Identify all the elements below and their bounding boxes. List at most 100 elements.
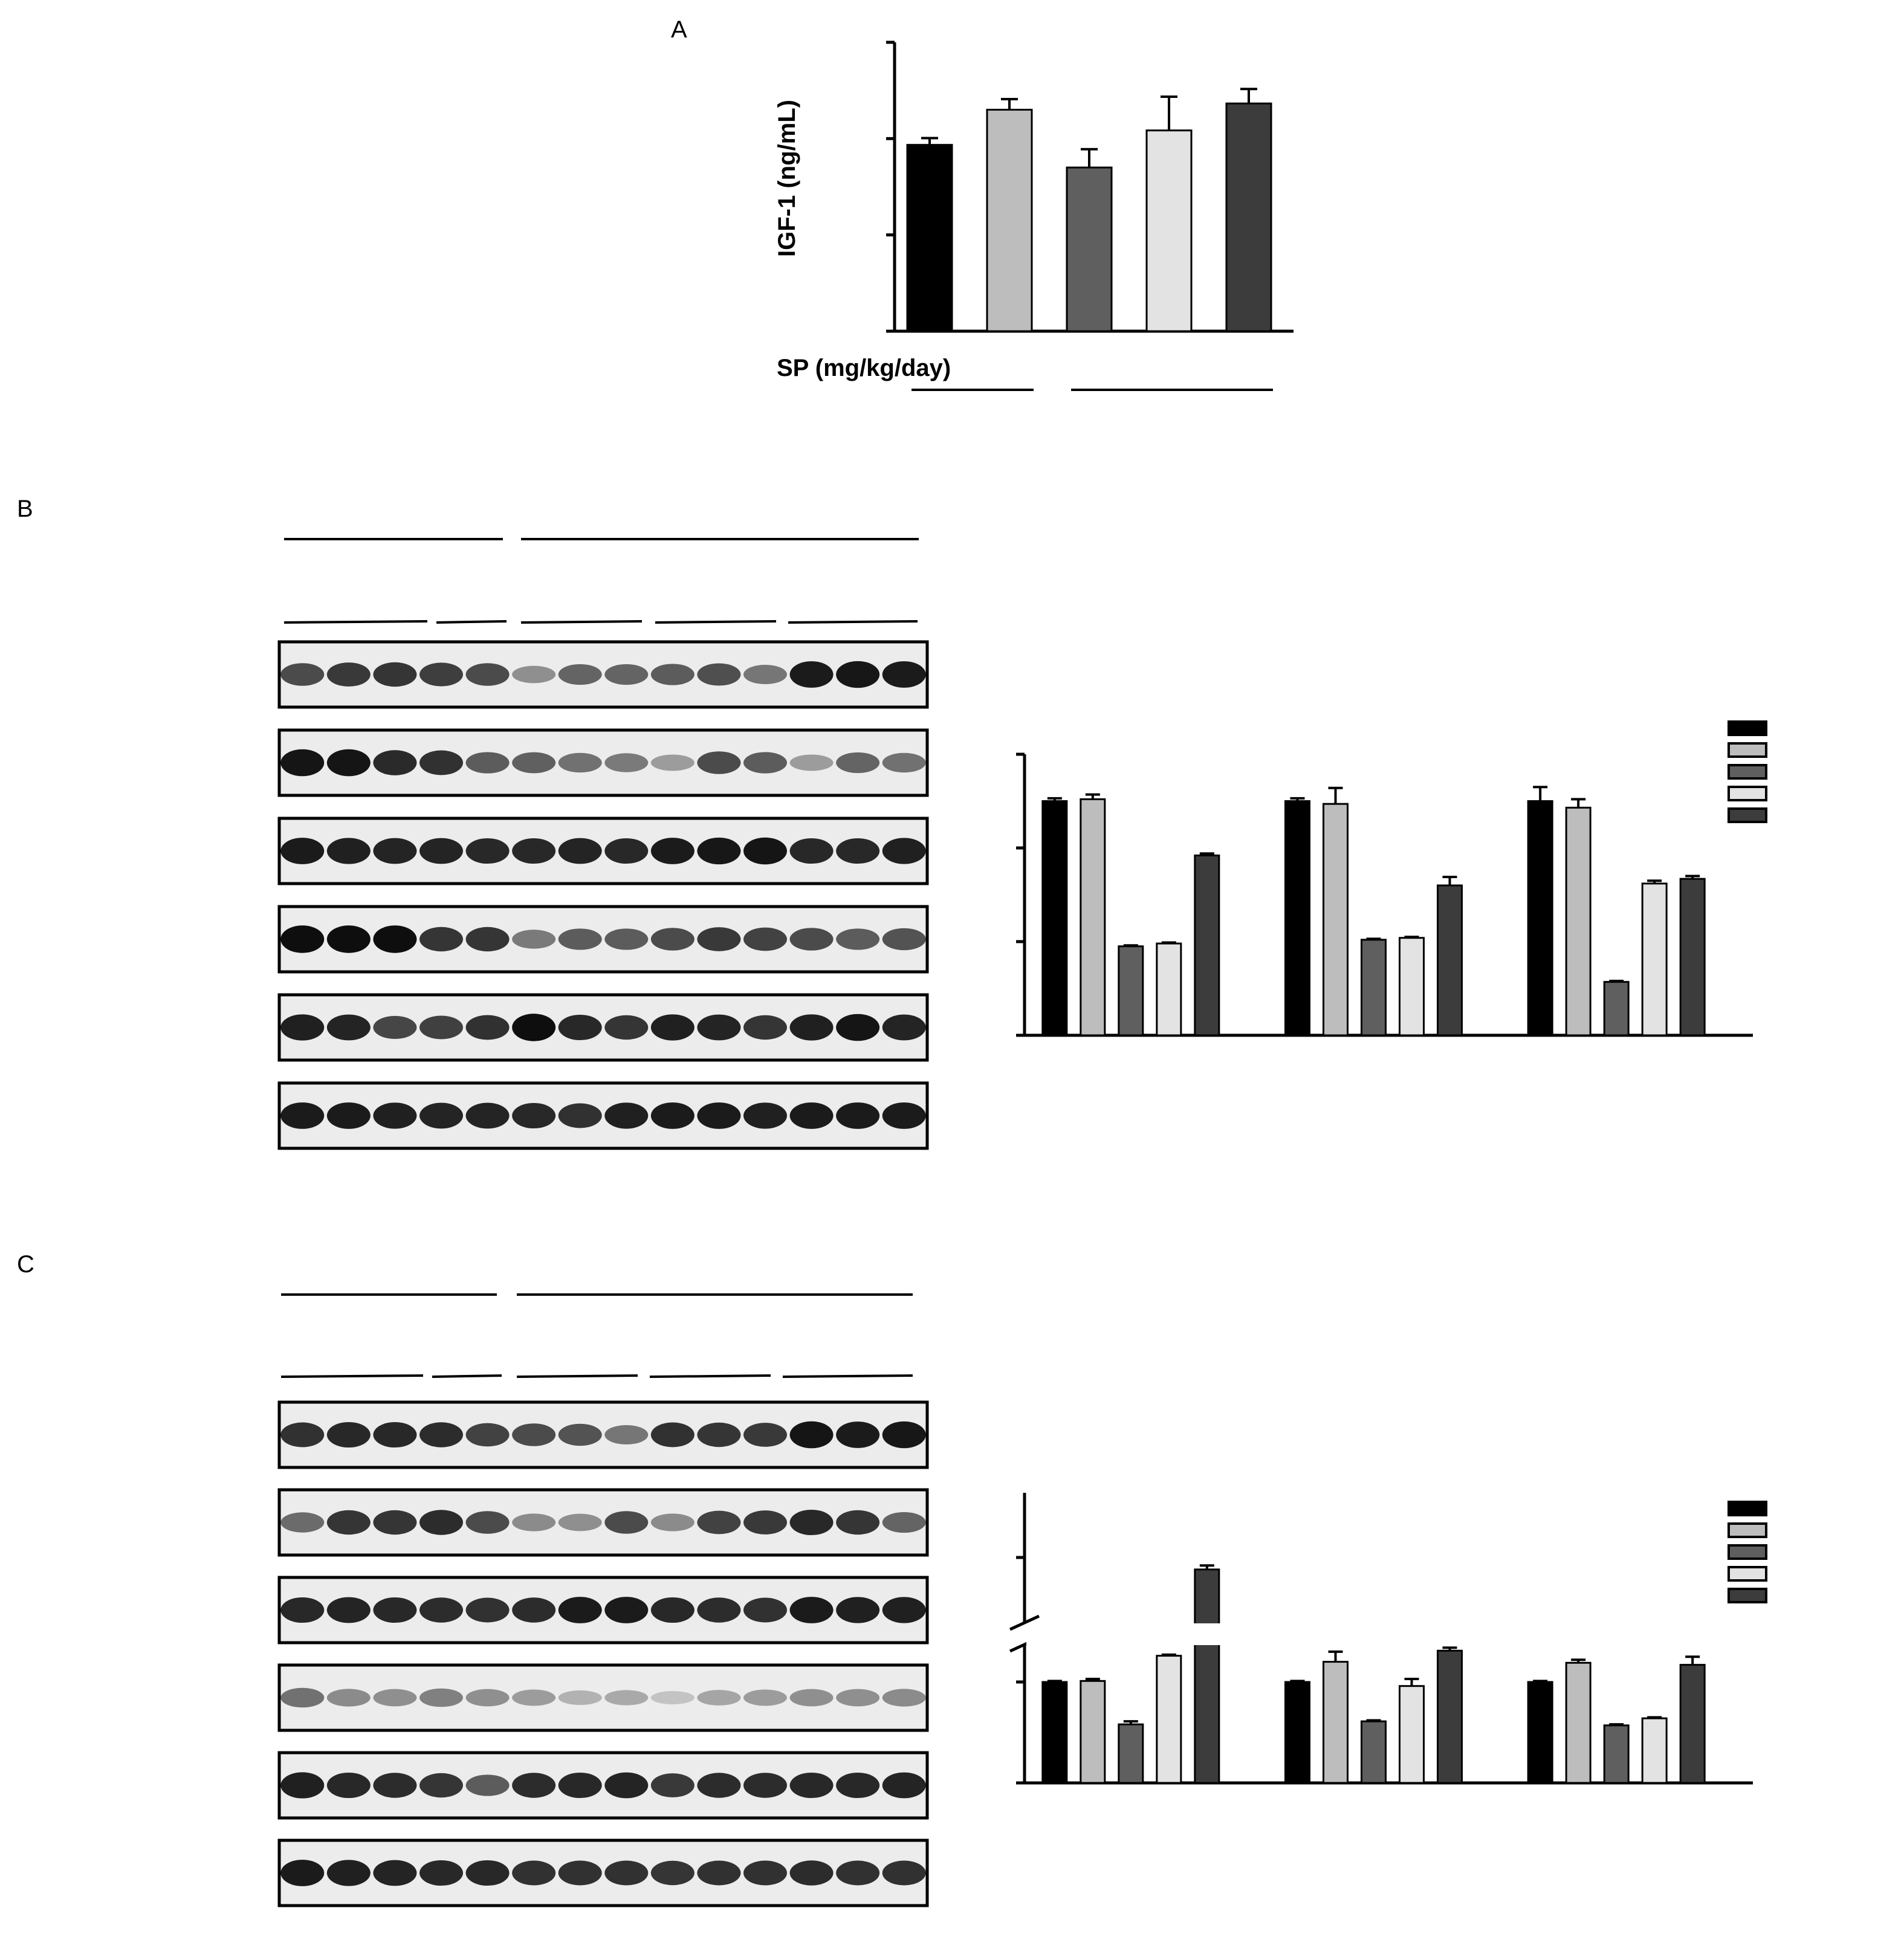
blot-band <box>697 1014 741 1041</box>
panel-a-ylabel: IGF-1 (ng/mL) <box>774 100 800 257</box>
bar <box>1565 806 1592 1037</box>
blot-band <box>373 1597 417 1623</box>
blot-band <box>326 925 371 953</box>
blot-dose-line <box>516 1374 638 1378</box>
blot-band <box>326 662 371 687</box>
bar <box>1603 1724 1630 1784</box>
blot-band <box>326 1421 371 1448</box>
legend-swatch <box>1728 807 1767 823</box>
blot-band <box>465 1689 510 1707</box>
blot-band <box>465 1860 510 1886</box>
blot-band <box>650 1773 695 1797</box>
blot-band <box>789 1102 834 1129</box>
blot-band <box>604 1102 649 1129</box>
blot-band <box>419 662 463 687</box>
bar <box>1323 803 1349 1037</box>
blot-dose-line <box>280 1374 424 1378</box>
blot-band <box>697 927 741 951</box>
blot-band <box>836 1597 880 1623</box>
bar <box>1194 854 1220 1037</box>
bar <box>1527 800 1553 1037</box>
blot-band <box>836 1421 880 1448</box>
blot-band <box>558 1014 602 1041</box>
blot-band <box>512 1014 556 1041</box>
blot-band <box>882 1597 926 1623</box>
blot-band <box>789 1689 834 1707</box>
legend-swatch <box>1728 1544 1767 1560</box>
bar <box>1399 1685 1425 1784</box>
blot-band <box>373 750 417 775</box>
bar <box>1118 1723 1144 1784</box>
blot-band <box>465 1423 510 1447</box>
axis-break-gap <box>1026 1623 1755 1645</box>
blot-band <box>419 1510 463 1535</box>
panel-c-bar-chart <box>1009 1493 1767 1785</box>
blot-band <box>743 927 787 951</box>
blot-band <box>789 754 834 771</box>
blot-band <box>743 1423 787 1447</box>
blot-band <box>882 1102 926 1129</box>
blot-band <box>419 1773 463 1798</box>
blot-band <box>604 928 649 950</box>
blot-band <box>512 930 556 949</box>
blot-band <box>650 928 695 951</box>
blot-band <box>882 1860 926 1886</box>
blot-band <box>326 749 371 777</box>
blot-band <box>650 664 695 685</box>
panel-a-bar <box>1066 166 1113 332</box>
blot-band <box>650 1691 695 1704</box>
blot-band <box>604 664 649 685</box>
blot-dose-line <box>436 620 507 624</box>
blot-band <box>326 1860 371 1886</box>
blot-band <box>836 928 880 950</box>
blot-band <box>373 838 417 864</box>
blot-band <box>882 1772 926 1799</box>
blot-band <box>465 663 510 686</box>
blot-band <box>465 1511 510 1534</box>
blot-dose-line <box>649 1374 771 1378</box>
blot-band <box>512 1773 556 1798</box>
blot-band <box>280 1597 325 1623</box>
blot-band <box>558 664 602 685</box>
blot-band <box>465 1597 510 1623</box>
legend-swatch <box>1728 1501 1767 1516</box>
panel-a-bar <box>906 144 953 332</box>
blot-band <box>419 1422 463 1447</box>
blot-band <box>789 1860 834 1886</box>
blot-band <box>558 1860 602 1886</box>
blot-dose-line <box>283 620 428 624</box>
blot-band <box>604 1511 649 1534</box>
blot-band <box>743 1773 787 1798</box>
blot-band <box>373 662 417 687</box>
panel-b-letter: B <box>17 496 33 522</box>
bar <box>1361 1720 1387 1784</box>
bar <box>1156 942 1182 1037</box>
blot-band <box>512 1597 556 1623</box>
blot-band <box>882 661 926 688</box>
blot-band <box>280 1102 325 1129</box>
blot-band <box>697 1422 741 1447</box>
panel-b: B <box>17 496 1767 1150</box>
blot-band <box>836 1014 880 1041</box>
blot-band <box>650 1597 695 1623</box>
blot-band <box>604 1690 649 1706</box>
blot-band <box>465 927 510 952</box>
blot-band <box>280 925 325 953</box>
bar <box>1284 1681 1310 1784</box>
blot-band <box>419 1860 463 1886</box>
blot-band <box>326 1014 371 1041</box>
blot-band <box>882 1421 926 1449</box>
blot-band <box>558 752 602 773</box>
blot-band <box>419 1015 463 1040</box>
legend-swatch <box>1728 786 1767 801</box>
bar <box>1437 884 1463 1037</box>
panel-b-bar-chart <box>1016 720 1767 1037</box>
bar <box>1641 882 1668 1037</box>
bar <box>1679 1664 1706 1784</box>
blot-band <box>512 1689 556 1706</box>
blot-band <box>512 1860 556 1886</box>
blot-band <box>789 838 834 864</box>
blot-band <box>697 1510 741 1535</box>
panel-c-letter: C <box>17 1251 34 1278</box>
